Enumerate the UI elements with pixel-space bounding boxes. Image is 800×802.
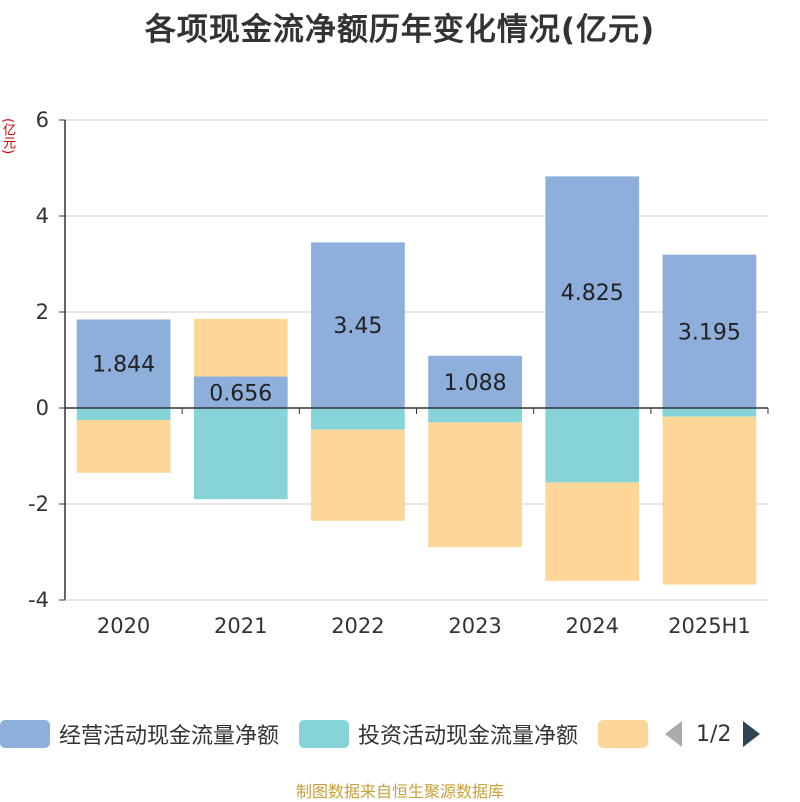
bar-series-2 bbox=[76, 420, 171, 473]
legend-page-indicator: 1/2 bbox=[696, 721, 732, 747]
bar-series-2 bbox=[193, 318, 288, 377]
bar-series-1 bbox=[428, 408, 522, 423]
y-axis-label: (亿元) bbox=[0, 118, 15, 155]
bar-series-0 bbox=[311, 242, 405, 408]
y-tick-label: -4 bbox=[28, 588, 49, 612]
bar-data-label: 3.195 bbox=[678, 320, 741, 345]
y-tick-label: 0 bbox=[36, 396, 49, 420]
y-tick-label: 6 bbox=[36, 108, 49, 132]
x-tick-label: 2021 bbox=[214, 614, 267, 638]
legend-item-investing[interactable]: 投资活动现金流量净额 bbox=[299, 718, 578, 750]
bar-data-label: 0.656 bbox=[209, 381, 272, 406]
legend-pager: 1/2 bbox=[665, 721, 761, 747]
bar-data-label: 1.088 bbox=[444, 371, 507, 396]
legend-item-operating[interactable]: 经营活动现金流量净额 bbox=[0, 718, 279, 750]
bar-series-2 bbox=[662, 416, 757, 585]
x-tick-label: 2023 bbox=[448, 614, 501, 638]
bar-series-2 bbox=[428, 422, 522, 548]
bar-series-1 bbox=[76, 408, 171, 420]
bar-series-2 bbox=[311, 429, 405, 521]
bar-series-0 bbox=[193, 376, 288, 408]
x-tick-label: 2020 bbox=[97, 614, 150, 638]
bar-series-2 bbox=[545, 482, 640, 581]
bar-series-1 bbox=[545, 408, 640, 483]
legend-swatch-operating bbox=[0, 720, 50, 748]
bar-series-1 bbox=[662, 408, 757, 417]
bar-series-1 bbox=[311, 408, 405, 430]
bar-series-0 bbox=[76, 319, 171, 408]
y-tick-label: 4 bbox=[36, 204, 49, 228]
bar-data-label: 1.844 bbox=[92, 353, 155, 378]
legend: 经营活动现金流量净额 投资活动现金流量净额 1/2 bbox=[0, 714, 800, 754]
next-page-icon[interactable] bbox=[743, 721, 761, 747]
legend-item-financing[interactable] bbox=[598, 720, 657, 748]
y-tick-label: -2 bbox=[28, 492, 49, 516]
bar-series-0 bbox=[662, 254, 757, 408]
x-tick-label: 2025H1 bbox=[668, 614, 751, 638]
bar-data-label: 3.45 bbox=[333, 314, 382, 339]
chart-canvas: -4 -2 0 2 4 6 1.844 0.656 3.45 1.088 4.825 3.195 202… bbox=[28, 108, 769, 638]
bar-data-label: 4.825 bbox=[561, 281, 624, 306]
legend-label-operating: 经营活动现金流量净额 bbox=[59, 724, 280, 749]
legend-swatch-financing bbox=[598, 720, 649, 748]
bar-series-0 bbox=[428, 355, 522, 408]
y-tick-label: 2 bbox=[36, 300, 49, 324]
chart-title: 各项现金流净额历年变化情况(亿元) bbox=[144, 12, 656, 48]
legend-swatch-investing bbox=[299, 720, 350, 748]
legend-label-investing: 投资活动现金流量净额 bbox=[358, 724, 579, 749]
bar-series-0 bbox=[545, 176, 640, 408]
data-source-note: 制图数据来自恒生聚源数据库 bbox=[295, 782, 504, 801]
x-tick-label: 2022 bbox=[331, 614, 384, 638]
bar-series-1 bbox=[193, 408, 288, 500]
prev-page-icon[interactable] bbox=[665, 721, 683, 747]
x-tick-label: 2024 bbox=[566, 614, 619, 638]
